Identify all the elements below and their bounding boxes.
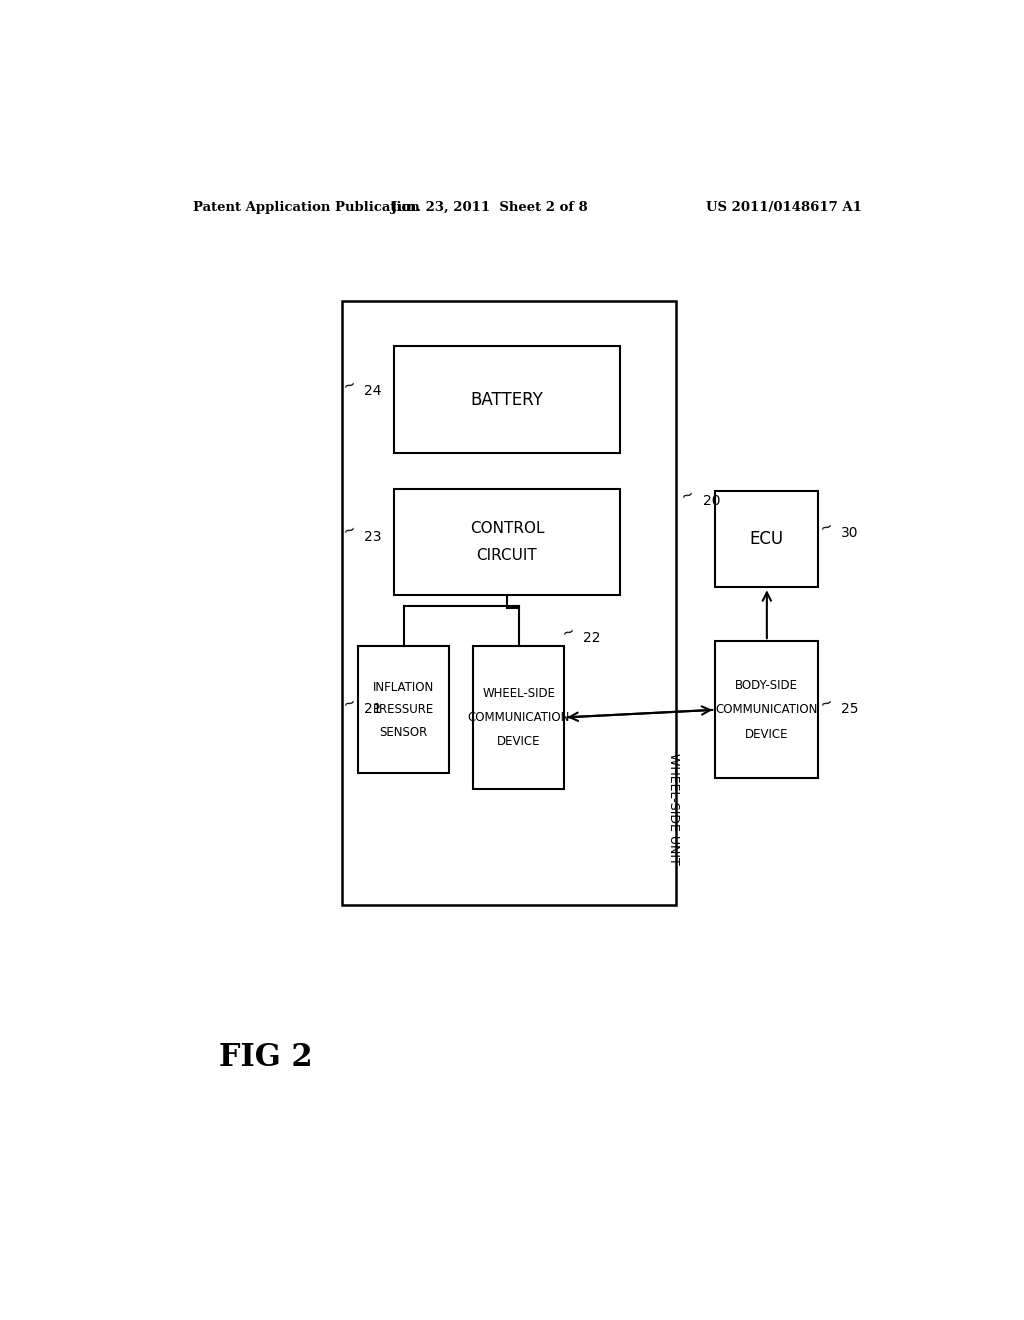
Text: DEVICE: DEVICE xyxy=(497,735,541,748)
Text: 22: 22 xyxy=(583,631,600,645)
Text: DEVICE: DEVICE xyxy=(745,727,788,741)
Text: 30: 30 xyxy=(841,527,858,540)
Text: COMMUNICATION: COMMUNICATION xyxy=(468,711,570,723)
Text: 21: 21 xyxy=(365,702,382,717)
Text: BODY-SIDE: BODY-SIDE xyxy=(735,678,799,692)
Text: Jun. 23, 2011  Sheet 2 of 8: Jun. 23, 2011 Sheet 2 of 8 xyxy=(391,201,588,214)
Text: PRESSURE: PRESSURE xyxy=(373,704,434,717)
Text: INFLATION: INFLATION xyxy=(373,681,434,694)
Text: ~: ~ xyxy=(340,521,357,540)
Text: FIG 2: FIG 2 xyxy=(219,1043,313,1073)
Text: WHEEL-SIDE UNIT: WHEEL-SIDE UNIT xyxy=(668,752,681,865)
Bar xyxy=(394,346,621,453)
Bar xyxy=(473,647,564,788)
Text: 23: 23 xyxy=(365,529,382,544)
Text: SENSOR: SENSOR xyxy=(380,726,428,739)
Text: ~: ~ xyxy=(679,486,696,504)
Text: ~: ~ xyxy=(340,694,357,713)
Bar xyxy=(342,301,676,906)
Text: BATTERY: BATTERY xyxy=(470,391,544,409)
Text: ~: ~ xyxy=(818,694,835,713)
Bar xyxy=(715,642,818,779)
Text: 25: 25 xyxy=(841,702,858,717)
Text: WHEEL-SIDE: WHEEL-SIDE xyxy=(482,686,555,700)
Bar xyxy=(394,488,621,595)
Text: 20: 20 xyxy=(703,494,721,508)
Text: ~: ~ xyxy=(818,517,835,536)
Text: COMMUNICATION: COMMUNICATION xyxy=(716,704,818,717)
Text: ~: ~ xyxy=(340,376,357,395)
Text: CIRCUIT: CIRCUIT xyxy=(476,548,538,562)
Text: ECU: ECU xyxy=(750,531,784,548)
Bar xyxy=(358,647,450,774)
Text: Patent Application Publication: Patent Application Publication xyxy=(194,201,420,214)
Bar xyxy=(715,491,818,587)
Text: 24: 24 xyxy=(365,384,382,399)
Text: CONTROL: CONTROL xyxy=(470,521,544,536)
Text: US 2011/0148617 A1: US 2011/0148617 A1 xyxy=(707,201,862,214)
Text: ~: ~ xyxy=(560,623,577,642)
